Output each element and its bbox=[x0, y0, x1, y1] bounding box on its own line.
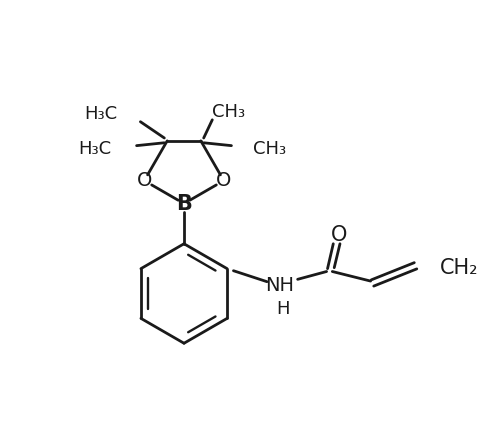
Text: B: B bbox=[176, 194, 192, 213]
Text: CH₂: CH₂ bbox=[439, 258, 478, 278]
Text: H₃C: H₃C bbox=[84, 105, 117, 123]
Text: O: O bbox=[216, 171, 231, 190]
Text: NH: NH bbox=[265, 276, 294, 295]
Text: CH₃: CH₃ bbox=[253, 139, 286, 158]
Text: H: H bbox=[276, 300, 289, 318]
Text: H₃C: H₃C bbox=[78, 139, 112, 158]
Text: O: O bbox=[136, 171, 152, 190]
Text: O: O bbox=[331, 225, 347, 245]
Text: CH₃: CH₃ bbox=[212, 103, 245, 121]
